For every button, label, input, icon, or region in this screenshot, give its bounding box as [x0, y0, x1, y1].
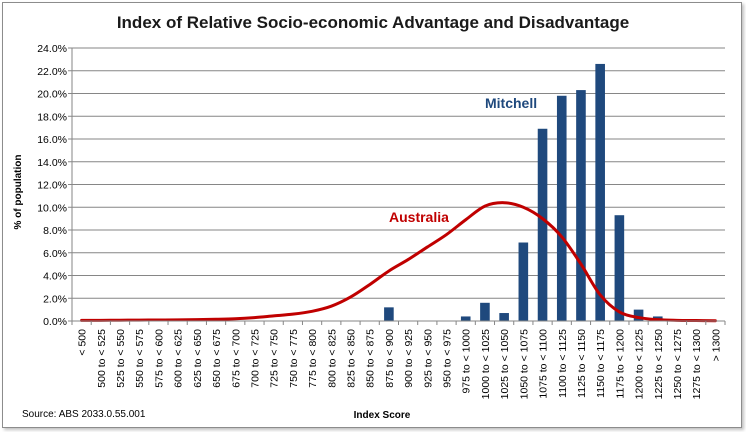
x-tick-label: 800 to < 825: [326, 329, 338, 388]
source-note: Source: ABS 2033.0.55.001: [22, 409, 146, 420]
x-tick-labels: < 500 500 to < 525 525 to < 550 550 to < 57…: [77, 329, 723, 400]
series-label-mitchell: Mitchell: [485, 95, 537, 111]
x-tick-label: 825 to < 850: [345, 329, 357, 388]
x-tick-label: 925 to < 950: [422, 329, 434, 388]
x-tick-label: 575 to < 600: [153, 329, 165, 388]
x-tick-label: 1025 to < 1050: [499, 329, 511, 400]
x-tick-label: 1000 to < 1025: [480, 329, 492, 400]
y-tick-label: 0.0%: [43, 316, 67, 328]
x-tick-label: > 1300: [710, 329, 722, 362]
x-tick-label: 625 to < 650: [192, 329, 204, 388]
x-tick-label: 1275 to < 1300: [691, 329, 703, 400]
bar: [576, 90, 586, 322]
bar: [499, 313, 509, 321]
x-tick-label: 1150 to < 1175: [595, 329, 607, 398]
y-tick-label: 6.0%: [43, 248, 67, 260]
y-tick-label: 18.0%: [37, 111, 67, 123]
y-tick-label: 12.0%: [37, 180, 67, 192]
x-tick-label: 975 to < 1000: [461, 329, 473, 394]
x-tick-label: 1075 to < 1100: [538, 329, 550, 399]
y-tick-label: 10.0%: [37, 202, 67, 214]
bar: [633, 309, 644, 321]
bar: [460, 316, 471, 321]
x-axis-label: Index Score: [354, 410, 411, 421]
x-tick-label: 950 to < 975: [442, 329, 454, 388]
bar: [384, 307, 394, 321]
y-tick-label: 2.0%: [43, 293, 67, 305]
x-tick-label: 700 to < 725: [249, 329, 261, 388]
x-tick-label: 750 to < 775: [288, 329, 300, 388]
x-tick-label: 900 to < 925: [403, 329, 415, 388]
x-tick-label: 1100 to < 1125: [557, 329, 569, 398]
gridlines: [72, 47, 725, 299]
axes: [68, 47, 726, 325]
x-tick-label: 1225 to < 1250: [653, 329, 665, 400]
line-series-australia: [80, 201, 717, 323]
y-tick-label: 16.0%: [37, 134, 67, 146]
x-tick-label: 650 to < 675: [211, 329, 223, 388]
x-tick-label: 1250 to < 1275: [672, 329, 684, 400]
y-tick-label: 14.0%: [37, 157, 67, 169]
bar: [614, 215, 625, 321]
x-tick-label: 600 to < 625: [173, 329, 185, 388]
bar: [556, 95, 567, 322]
x-tick-label: 1200 to < 1225: [634, 329, 646, 400]
y-tick-label: 8.0%: [43, 225, 67, 237]
y-tick-labels: 0.0% 2.0% 4.0% 6.0% 8.0% 10.0% 12.0% 14.0% 16.0%…: [37, 43, 67, 328]
chart-title: Index of Relative Socio-economic Advanta…: [117, 13, 629, 32]
y-axis-label: % of population: [13, 155, 24, 230]
x-tick-label: 875 to < 900: [384, 329, 396, 388]
y-tick-label: 4.0%: [43, 271, 67, 283]
x-tick-label: 1050 to < 1075: [518, 329, 530, 400]
x-tick-label: 1125 to < 1150: [576, 329, 588, 398]
x-tick-label: 675 to < 700: [230, 329, 242, 388]
bar: [480, 302, 490, 321]
x-tick-label: 500 to < 525: [96, 329, 108, 388]
x-tick-label: 1175 to < 1200: [614, 329, 626, 399]
x-tick-label: 850 to < 875: [365, 329, 377, 388]
bar: [518, 242, 529, 321]
bar: [537, 128, 548, 321]
x-tick-label: 525 to < 550: [115, 329, 127, 388]
series-label-australia: Australia: [389, 209, 449, 225]
y-tick-label: 22.0%: [37, 66, 67, 78]
y-tick-label: 20.0%: [37, 89, 67, 101]
x-tick-label: < 500: [77, 329, 89, 356]
x-tick-label: 550 to < 575: [134, 329, 146, 388]
x-tick-label: 725 to < 750: [269, 329, 281, 388]
chart-frame: [2, 2, 742, 428]
bar: [595, 63, 605, 322]
y-tick-label: 24.0%: [37, 43, 67, 55]
x-tick-label: 775 to < 800: [307, 329, 319, 388]
